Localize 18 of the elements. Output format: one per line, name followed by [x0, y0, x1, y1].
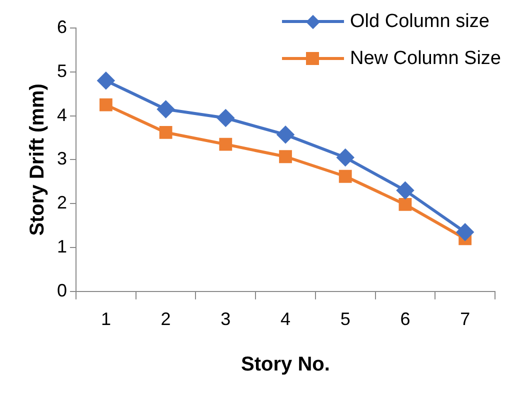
y-axis-title: Story Drift (mm): [26, 84, 49, 236]
x-tick-label: 4: [280, 309, 291, 330]
y-tick-label: 1: [56, 236, 68, 256]
x-tick-label: 3: [220, 309, 231, 330]
y-tick-label: 6: [56, 16, 68, 37]
y-tick-label: 3: [56, 148, 68, 169]
x-axis-title: Story No.: [241, 354, 330, 376]
legend-label: New Column Size: [350, 48, 501, 69]
legend-label: Old Column size: [350, 11, 490, 32]
y-tick-label: 0: [56, 280, 68, 300]
x-tick-label: 1: [100, 309, 111, 330]
y-tick-label: 2: [56, 192, 68, 213]
y-tick-label: 4: [56, 104, 68, 125]
y-tick-label: 5: [56, 60, 68, 81]
x-tick-label: 6: [400, 309, 410, 330]
x-tick-label: 2: [160, 309, 171, 330]
x-tick-label: 7: [460, 309, 470, 330]
x-tick-label: 5: [340, 309, 350, 330]
